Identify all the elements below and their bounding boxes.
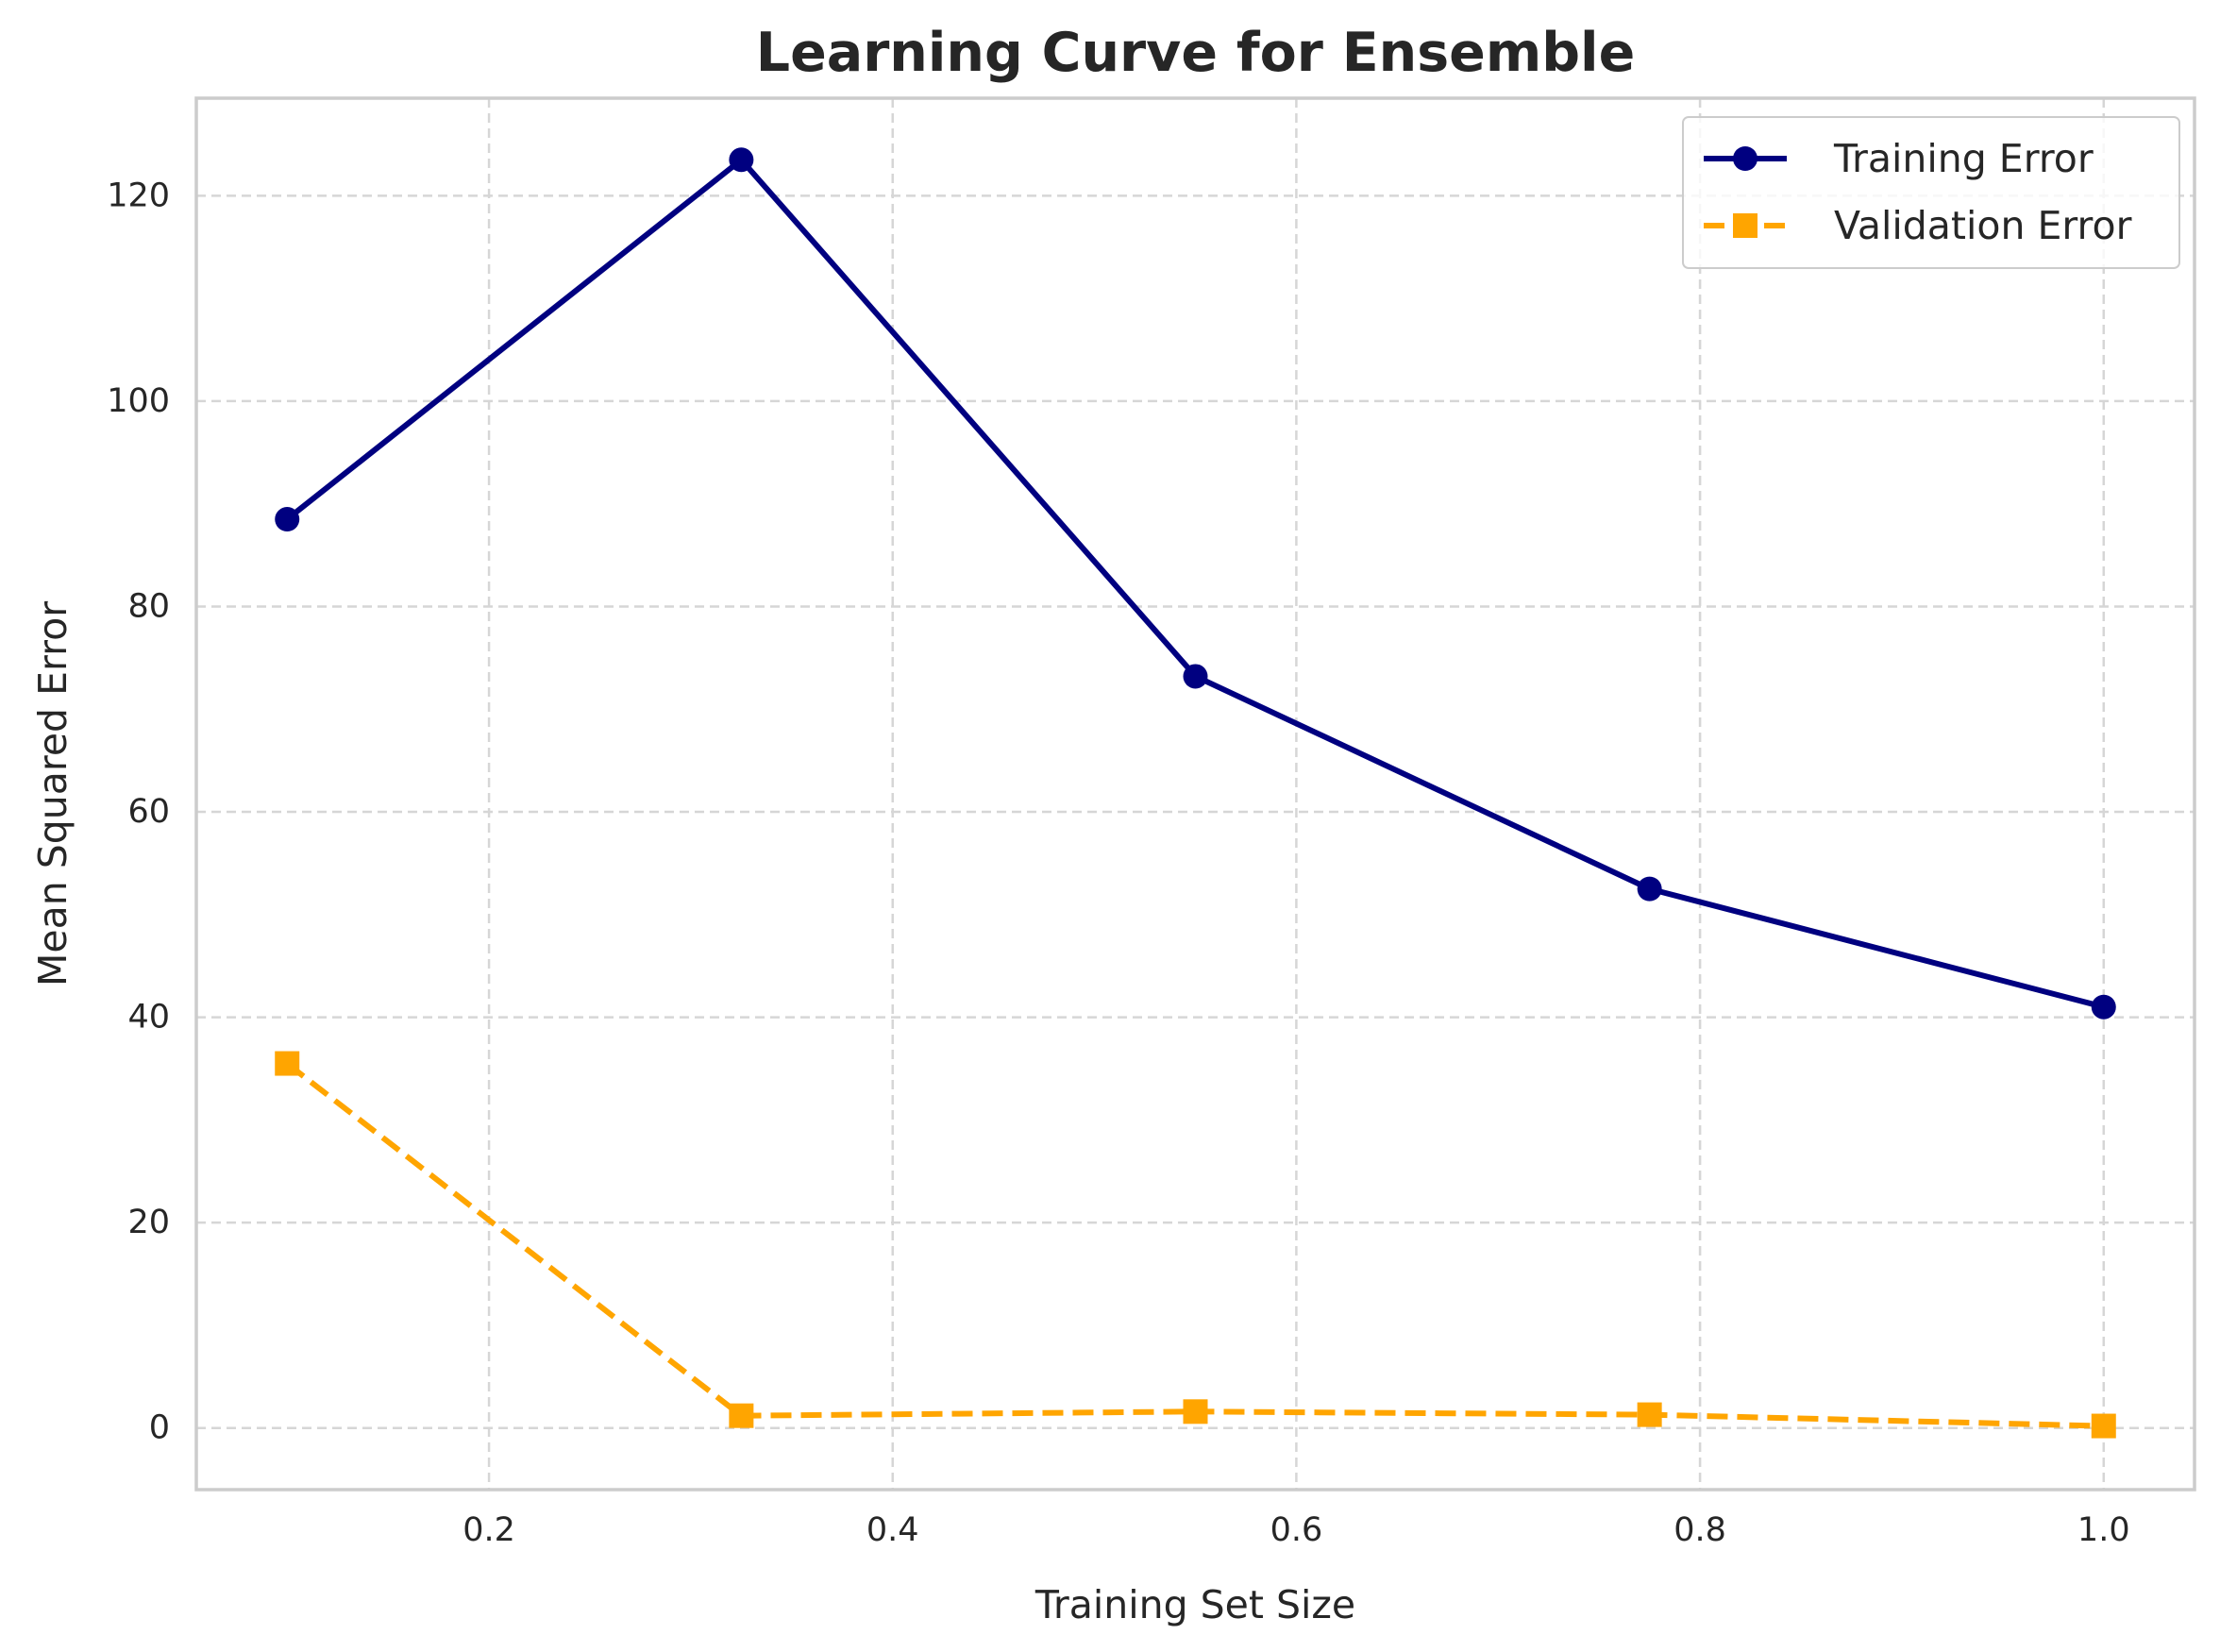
- y-tick-label: 0: [149, 1409, 170, 1447]
- series-training-error: [275, 147, 2116, 1020]
- data-point: [275, 1051, 300, 1076]
- x-tick-label: 0.2: [462, 1511, 515, 1549]
- legend-marker: [1733, 213, 1758, 238]
- data-point: [729, 147, 754, 173]
- tick-labels: 0.2 0.4 0.6 0.8 1.0 0 20 40 60 80 100 120: [107, 177, 2129, 1549]
- legend-label: Training Error: [1833, 136, 2094, 181]
- legend: Training Error Validation Error: [1682, 116, 2180, 269]
- data-point: [275, 507, 300, 532]
- legend-entry: Validation Error: [1704, 203, 2132, 248]
- y-axis-label: Mean Squared Error: [30, 601, 76, 986]
- legend-entry: Training Error: [1704, 136, 2094, 181]
- plot-area: [196, 98, 2195, 1490]
- x-tick-label: 1.0: [2077, 1511, 2130, 1549]
- data-point: [1183, 1399, 1208, 1424]
- series-validation-error: [275, 1051, 2116, 1439]
- y-tick-label: 100: [107, 382, 170, 420]
- y-tick-label: 120: [107, 177, 170, 214]
- data-point: [2091, 1413, 2116, 1439]
- y-tick-label: 20: [127, 1204, 170, 1241]
- data-point: [1637, 876, 1662, 902]
- chart-title: Learning Curve for Ensemble: [756, 22, 1635, 84]
- x-axis-label: Training Set Size: [1034, 1582, 1355, 1627]
- plot-frame: [194, 96, 2196, 1492]
- data-point: [1183, 664, 1208, 689]
- data-point: [1637, 1402, 1662, 1427]
- y-tick-label: 40: [127, 999, 170, 1037]
- legend-box: [1682, 116, 2180, 269]
- x-tick-label: 0.8: [1673, 1511, 1726, 1549]
- data-point: [2091, 994, 2116, 1020]
- legend-label: Validation Error: [1834, 203, 2132, 248]
- series-layer: [275, 147, 2116, 1439]
- x-tick-label: 0.4: [866, 1511, 919, 1549]
- y-tick-label: 60: [127, 793, 170, 831]
- legend-marker: [1733, 146, 1758, 171]
- x-tick-label: 0.6: [1270, 1511, 1323, 1549]
- y-tick-label: 80: [127, 587, 170, 625]
- data-point: [729, 1403, 754, 1428]
